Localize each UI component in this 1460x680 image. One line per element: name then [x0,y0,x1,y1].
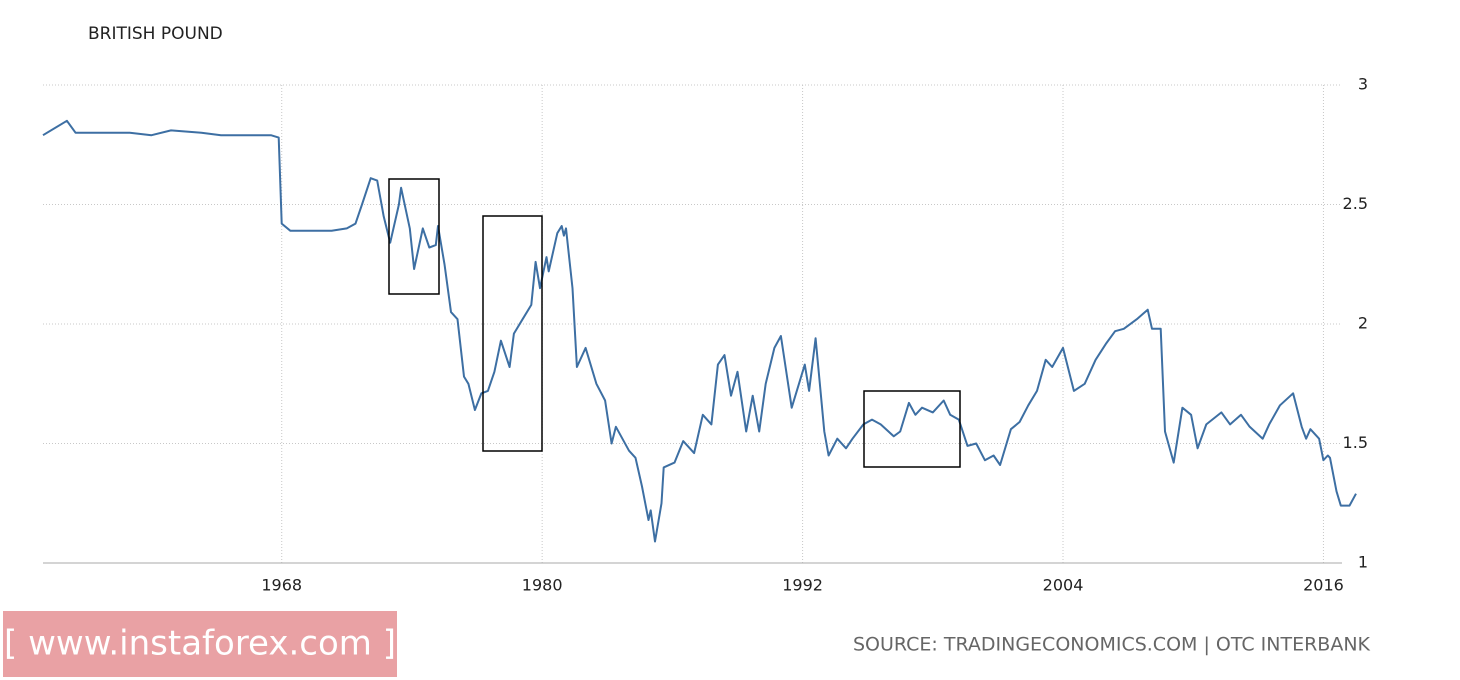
price-line [42,119,1357,543]
x-tick-label: 2016 [1303,576,1344,595]
y-tick-label: 2.5 [1343,194,1368,213]
chart-title: BRITISH POUND [88,24,223,44]
x-tick-label: 2004 [1043,576,1084,595]
y-tick-label: 1.5 [1343,433,1368,452]
annotation-box [388,178,440,295]
plot-area: 1 1.5 2 2.5 3 1968 1980 1992 2004 2016 [42,75,1368,595]
x-tick-label: 1992 [782,576,823,595]
y-tick-label: 1 [1358,553,1368,572]
x-tick-label: 1980 [522,576,563,595]
y-tick-label: 3 [1358,75,1368,94]
watermark: [ www.instaforex.com ] [4,624,396,664]
x-tick-label: 1968 [261,576,302,595]
annotation-box [482,215,543,452]
source: SOURCE: TRADINGECONOMICS.COM | OTC INTER… [853,634,1371,656]
watermark-box [3,611,397,677]
annotation-box [863,390,961,468]
y-tick-label: 2 [1358,314,1368,333]
